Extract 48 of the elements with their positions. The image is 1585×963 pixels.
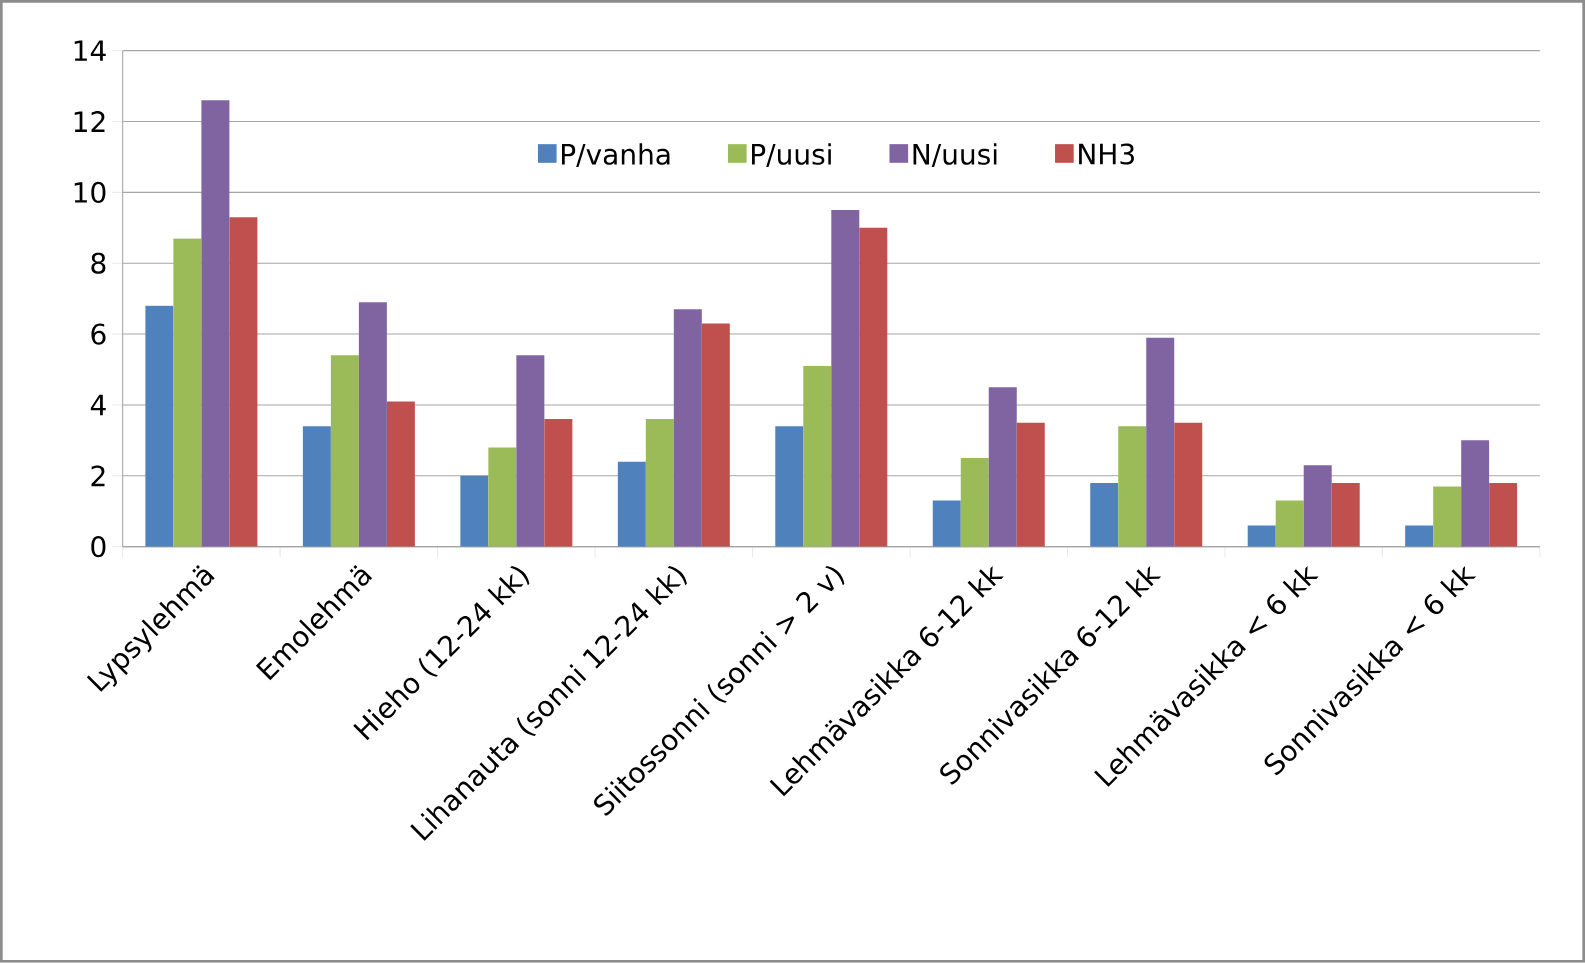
bar [1433, 486, 1462, 547]
bar [1461, 440, 1490, 547]
bar [330, 355, 359, 547]
bar [1174, 422, 1203, 547]
bar [201, 100, 230, 547]
bar [1405, 525, 1434, 547]
bar [988, 387, 1017, 547]
y-tick-label: 0 [91, 536, 106, 558]
legend-label: P/vanha [561, 143, 670, 168]
legend-label: N/uusi [913, 143, 997, 168]
y-tick-label: 6 [91, 323, 106, 345]
bar [932, 500, 961, 547]
y-tick-label: 4 [90, 394, 106, 416]
y-tick-label: 14 [74, 40, 106, 62]
y-tick-label: 2 [91, 465, 105, 487]
bar [386, 401, 415, 547]
bar [1489, 483, 1518, 547]
bar [960, 458, 989, 547]
bar [1146, 337, 1175, 547]
bar [302, 426, 331, 547]
bar [859, 227, 888, 547]
bar [516, 355, 545, 547]
bar [1090, 483, 1119, 547]
y-tick-label: 12 [74, 111, 105, 133]
bar [1247, 525, 1276, 547]
bar [229, 217, 258, 547]
bar [645, 419, 674, 547]
bar [803, 366, 832, 547]
bar [145, 305, 174, 547]
bar [775, 426, 804, 547]
bar [1303, 465, 1332, 547]
legend-label: P/uusi [752, 143, 831, 168]
bar [544, 419, 573, 547]
bar [701, 323, 730, 547]
bar [1331, 483, 1360, 547]
bar [1275, 500, 1304, 547]
bar [460, 475, 489, 547]
bar [1016, 422, 1045, 547]
bar [617, 461, 646, 547]
bar [358, 302, 387, 547]
bar [173, 238, 202, 547]
y-tick-label: 8 [91, 252, 106, 274]
bar [1118, 426, 1147, 547]
bar [488, 447, 517, 547]
legend-label: NH3 [1079, 143, 1134, 165]
bar [831, 210, 860, 547]
y-tick-label: 10 [74, 181, 106, 204]
bar [673, 309, 702, 547]
